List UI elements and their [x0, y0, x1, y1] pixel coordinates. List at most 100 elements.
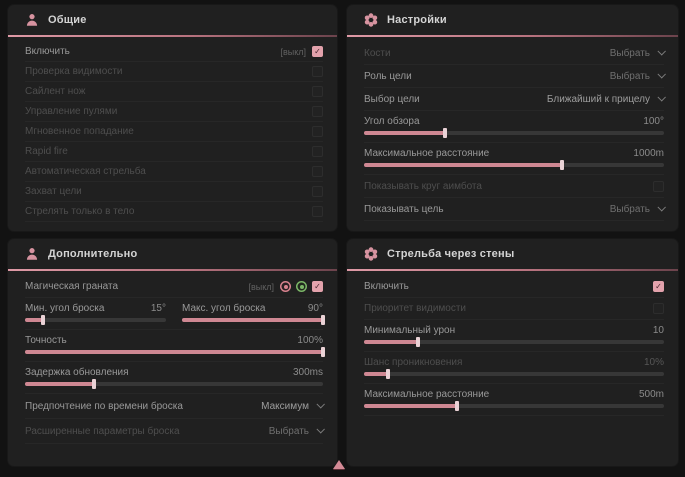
- row-visibility-priority: Приоритет видимости: [364, 298, 664, 320]
- slider-value: 10: [652, 325, 664, 336]
- magic-grenade-checkbox[interactable]: [312, 281, 323, 292]
- toggle-state-badge: [выкл]: [248, 281, 274, 292]
- max-distance-slider[interactable]: [364, 160, 664, 170]
- max-distance-slider-group: Максимальное расстояние 1000m: [364, 143, 664, 175]
- row-label: Включить: [364, 281, 409, 292]
- max-throw-angle-slider[interactable]: [182, 315, 325, 325]
- row-throw-time-pref: Предпочтение по времени броска Максимум: [25, 394, 325, 419]
- dropdown-value: Выбрать: [609, 70, 650, 82]
- wallbang-enable-checkbox[interactable]: [653, 281, 664, 292]
- slider-handle[interactable]: [321, 347, 325, 357]
- penetration-chance-slider-group: Шанс проникновения 10%: [364, 352, 664, 384]
- row-instant-hit: Мгновенное попадание: [25, 122, 323, 142]
- bullet-control-checkbox[interactable]: [312, 106, 323, 117]
- row-target-select: Выбор цели Ближайший к прицелу: [364, 88, 666, 111]
- slider-value: 90°: [307, 303, 323, 314]
- update-delay-slider[interactable]: [25, 379, 323, 389]
- silent-knife-checkbox[interactable]: [312, 86, 323, 97]
- accuracy-slider[interactable]: [25, 347, 325, 357]
- visibility-check-checkbox[interactable]: [312, 66, 323, 77]
- row-show-aimbot-circle: Показывать круг аимбота: [364, 175, 664, 198]
- slider-value: 15°: [150, 303, 166, 314]
- show-aimbot-circle-checkbox[interactable]: [653, 180, 664, 192]
- target-role-dropdown[interactable]: Выбрать: [609, 70, 666, 82]
- slider-value: 100%: [297, 335, 323, 346]
- min-throw-angle-slider[interactable]: [25, 315, 166, 325]
- row-label: Магическая граната: [25, 281, 119, 292]
- accent-divider: [8, 35, 337, 37]
- panel-general: Общие Включить [выкл] Проверка видимости…: [8, 5, 337, 231]
- row-wallbang-enable: Включить: [364, 276, 664, 298]
- body-only-checkbox[interactable]: [312, 206, 323, 217]
- slider-label: Мин. угол броска: [25, 303, 105, 314]
- row-label: Показывать круг аимбота: [364, 180, 482, 192]
- slider-label: Максимальное расстояние: [364, 148, 490, 159]
- dropdown-value: Выбрать: [268, 425, 309, 437]
- enable-checkbox[interactable]: [312, 46, 323, 57]
- dropdown-value: Выбрать: [609, 47, 650, 59]
- auto-fire-checkbox[interactable]: [312, 166, 323, 177]
- min-throw-angle-slider-group: Мин. угол броска 15°: [25, 298, 166, 329]
- person-icon: [25, 13, 39, 27]
- slider-handle[interactable]: [455, 401, 459, 411]
- row-magic-grenade: Магическая граната [выкл]: [25, 276, 323, 298]
- show-target-dropdown[interactable]: Выбрать: [610, 203, 666, 215]
- row-label: Автоматическая стрельба: [25, 166, 146, 177]
- min-damage-slider-group: Минимальный урон 10: [364, 320, 664, 352]
- grenade-green-icon[interactable]: [296, 281, 307, 292]
- slider-label: Угол обзора: [364, 116, 420, 127]
- chevron-down-icon: [657, 47, 666, 56]
- row-label: Захват цели: [25, 186, 82, 197]
- grenade-pink-icon[interactable]: [280, 281, 291, 292]
- instant-hit-checkbox[interactable]: [312, 126, 323, 137]
- panel-settings: Настройки Кости Выбрать Роль цели Выбрат…: [347, 5, 678, 231]
- chevron-down-icon: [316, 400, 325, 409]
- toggle-state-badge: [выкл]: [280, 46, 306, 57]
- slider-handle[interactable]: [91, 379, 96, 389]
- row-bones: Кости Выбрать: [364, 42, 666, 65]
- chevron-down-icon: [657, 70, 666, 79]
- fov-slider-group: Угол обзора 100°: [364, 111, 664, 143]
- slider-value: 100°: [643, 116, 664, 127]
- row-label: Роль цели: [364, 70, 412, 82]
- row-label: Приоритет видимости: [364, 303, 467, 314]
- advanced-throw-params-dropdown[interactable]: Выбрать: [268, 425, 325, 437]
- rapid-fire-checkbox[interactable]: [312, 146, 323, 157]
- dropdown-value: Ближайший к прицелу: [546, 93, 650, 105]
- bones-dropdown[interactable]: Выбрать: [609, 47, 666, 59]
- slider-label: Максимальное расстояние: [364, 389, 490, 400]
- slider-handle[interactable]: [41, 315, 46, 325]
- wb-max-distance-slider-group: Максимальное расстояние 500m: [364, 384, 664, 416]
- accent-divider: [8, 269, 337, 271]
- slider-value: 1000m: [633, 148, 664, 159]
- slider-handle[interactable]: [443, 128, 447, 138]
- slider-handle[interactable]: [321, 315, 325, 325]
- target-select-dropdown[interactable]: Ближайший к прицелу: [546, 93, 666, 105]
- panel-additional: Дополнительно Магическая граната [выкл] …: [8, 239, 337, 466]
- panel-title: Настройки: [387, 14, 447, 26]
- row-label: Rapid fire: [25, 146, 68, 157]
- cursor: [333, 460, 345, 469]
- penetration-chance-slider[interactable]: [364, 369, 664, 379]
- slider-label: Макс. угол броска: [182, 303, 266, 314]
- throw-time-pref-dropdown[interactable]: Максимум: [261, 400, 325, 412]
- fov-slider[interactable]: [364, 128, 664, 138]
- row-advanced-throw-params: Расширенные параметры броска Выбрать: [25, 419, 325, 444]
- row-label: Выбор цели: [364, 93, 420, 105]
- max-throw-angle-slider-group: Макс. угол броска 90°: [182, 298, 325, 329]
- slider-value: 500m: [638, 389, 664, 400]
- slider-handle[interactable]: [416, 337, 420, 347]
- row-label: Мгновенное попадание: [25, 126, 134, 137]
- dropdown-value: Максимум: [261, 400, 309, 412]
- slider-handle[interactable]: [560, 160, 564, 170]
- min-damage-slider[interactable]: [364, 337, 664, 347]
- row-label: Сайлент нож: [25, 86, 86, 97]
- wb-max-distance-slider[interactable]: [364, 401, 664, 411]
- slider-handle[interactable]: [386, 369, 390, 379]
- slider-label: Точность: [25, 335, 67, 346]
- target-lock-checkbox[interactable]: [312, 186, 323, 197]
- slider-label: Шанс проникновения: [364, 357, 463, 368]
- row-rapid-fire: Rapid fire: [25, 142, 323, 162]
- visibility-priority-checkbox[interactable]: [653, 303, 664, 314]
- slider-value: 300ms: [292, 367, 323, 378]
